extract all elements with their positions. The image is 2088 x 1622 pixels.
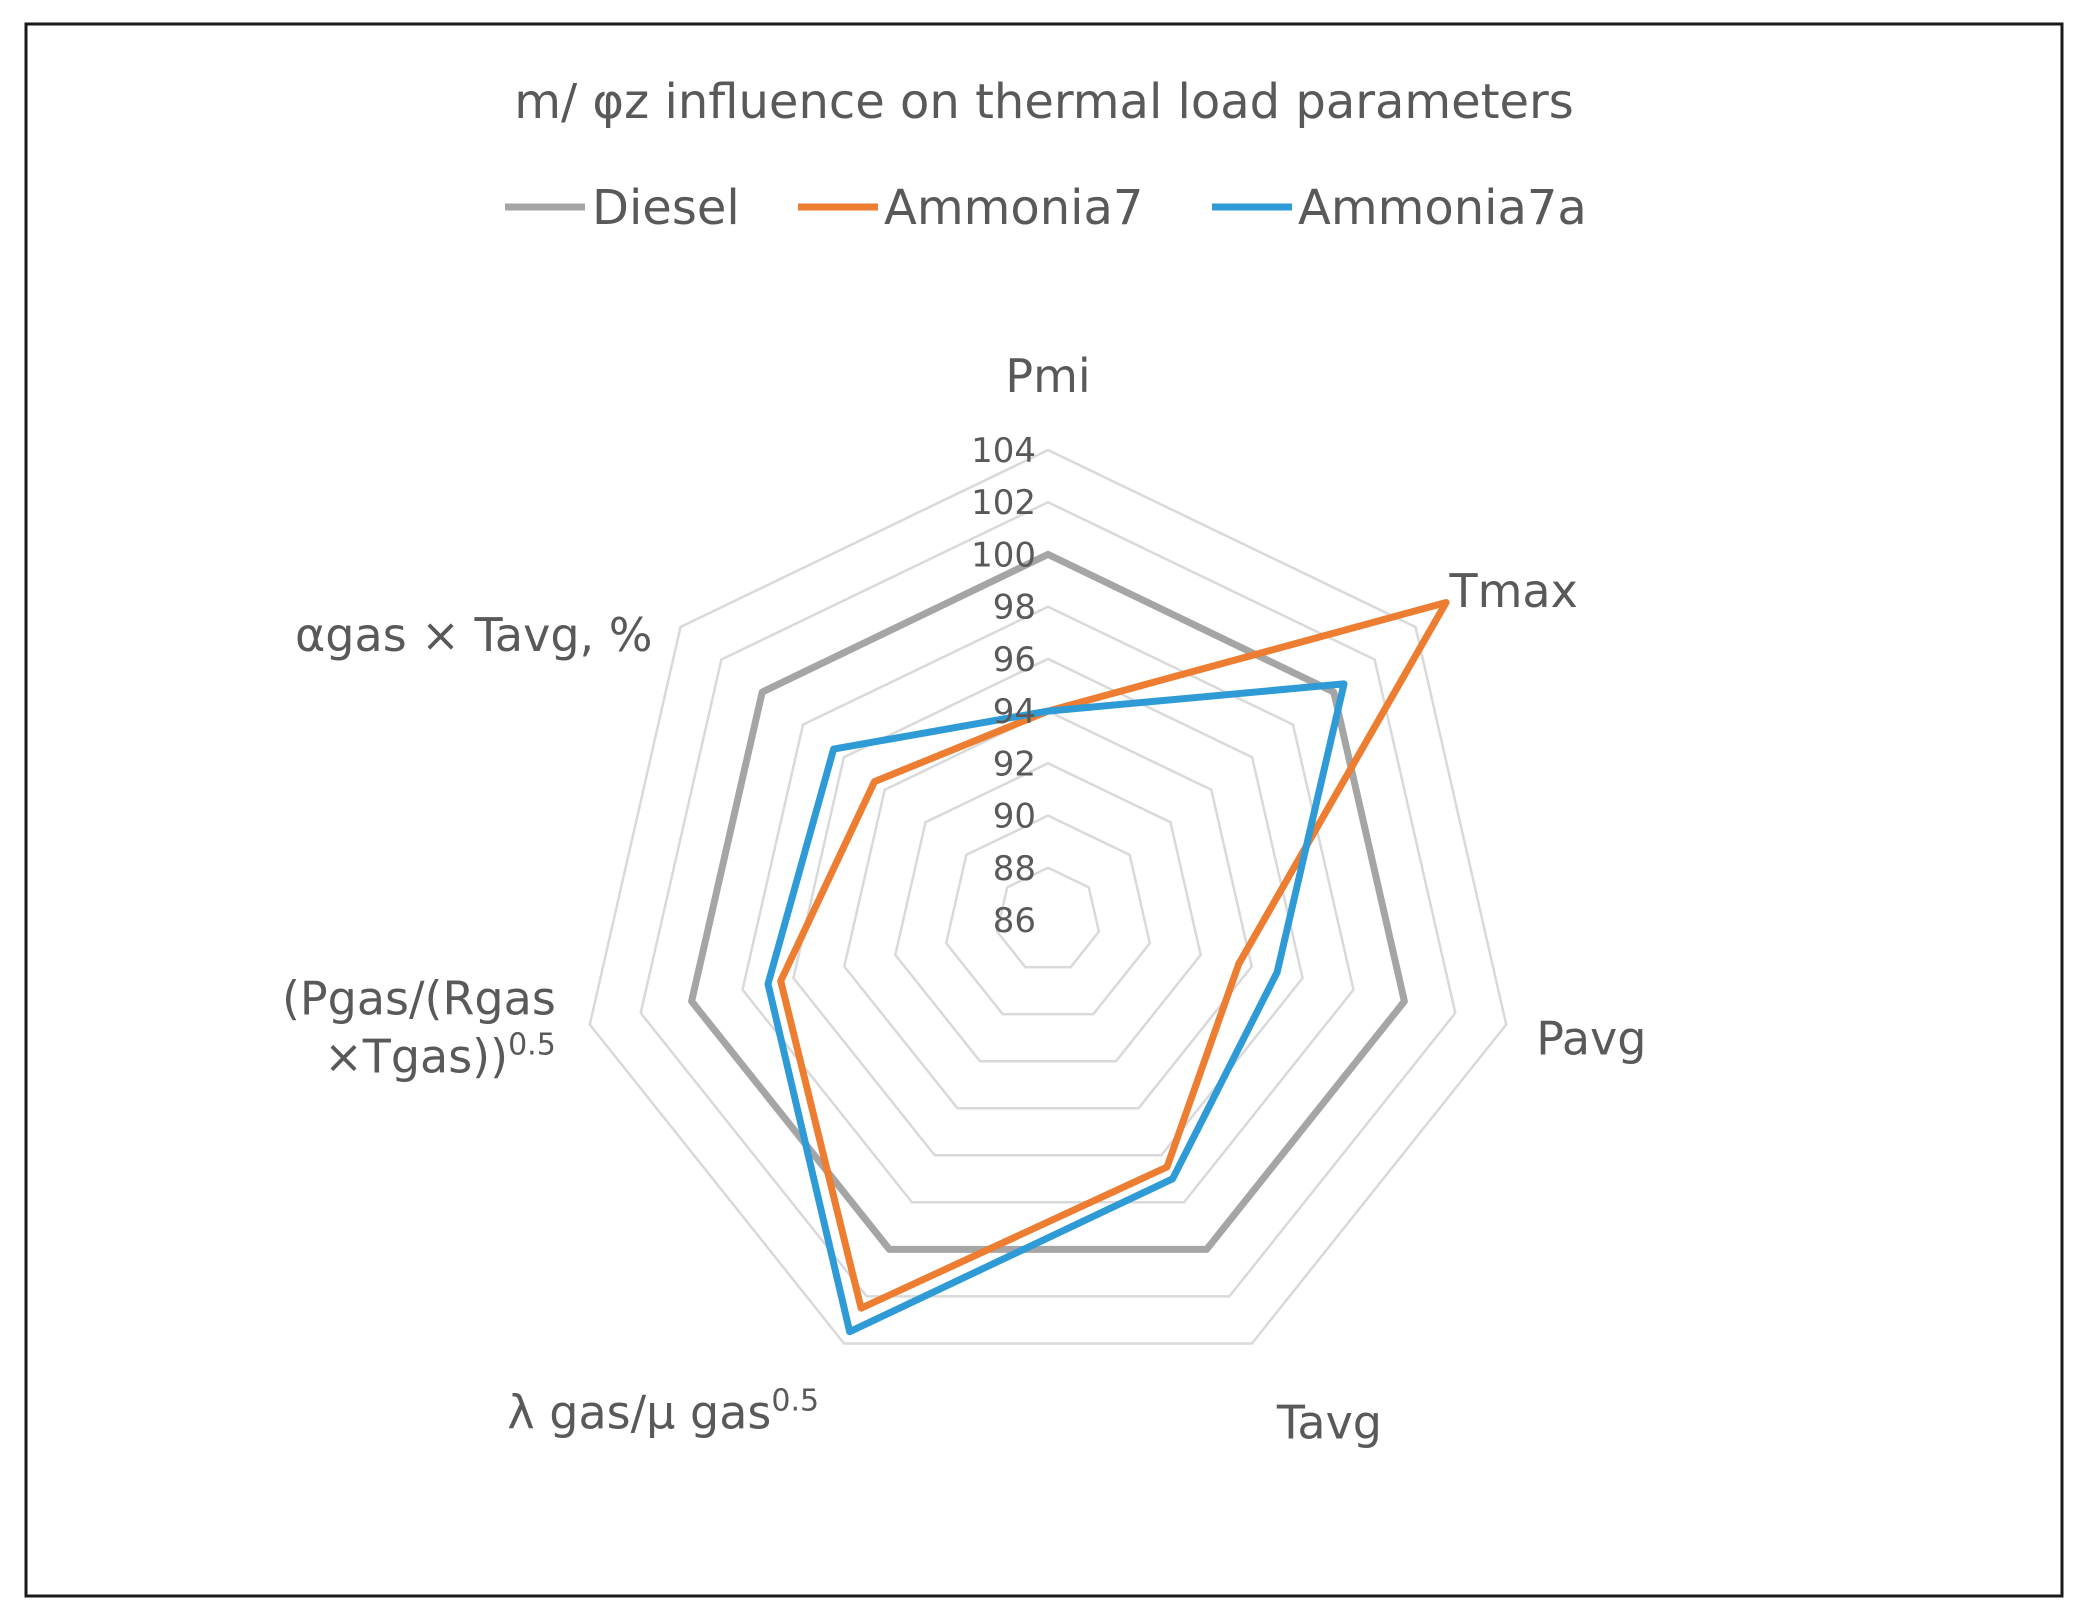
axis-label-1: Tmax [1449,564,1578,618]
grid-ring-5 [792,657,1304,1157]
tick-label: 98 [993,588,1036,628]
axis-labels: Pmi Tmax Pavg Tavg λ gas/μ gas0.5 (Pgas/(Rgas… [282,349,1647,1450]
series-ammonia7[interactable] [777,599,1450,1312]
chart-frame [24,22,2064,1598]
grid-ring-9 [588,448,1508,1345]
tick-label: 100 [971,535,1036,575]
series-layer [688,550,1450,1336]
axis-label-2: Pavg [1536,1012,1646,1066]
tick-label: 104 [971,431,1036,471]
axis-label-6: αgas × Tavg, % [295,608,653,662]
legend-item-ammonia7[interactable]: Ammonia7 [798,180,1143,236]
tick-label: 96 [993,640,1036,680]
tick-label: 86 [993,901,1036,941]
axis-label-5: (Pgas/(Rgas ×Tgas))0.5 [282,972,556,1084]
series-diesel[interactable] [688,550,1408,1253]
chart-title: m/ φz influence on thermal load paramete… [514,74,1574,130]
legend-item-diesel[interactable]: Diesel [505,180,740,236]
legend-label-diesel: Diesel [592,180,740,236]
grid-ring-3 [893,761,1203,1063]
legend: Diesel Ammonia7 Ammonia7a [505,180,1587,236]
tick-label: 90 [993,797,1036,837]
legend-item-ammonia7a[interactable]: Ammonia7a [1212,180,1587,236]
grid-ring-2 [944,814,1152,1016]
tick-label: 94 [993,692,1036,732]
legend-label-ammonia7: Ammonia7 [884,180,1143,236]
legend-label-ammonia7a: Ammonia7a [1298,180,1587,236]
axis-label-4: λ gas/μ gas0.5 [507,1384,819,1440]
axis-label-3: Tavg [1276,1396,1382,1450]
tick-label: 92 [993,744,1036,784]
tick-label: 88 [993,849,1036,889]
grid-ring-1 [995,866,1101,969]
axis-label-0: Pmi [1005,349,1090,403]
grid-ring-8 [639,500,1457,1298]
series-ammonia7a[interactable] [764,680,1348,1336]
tick-labels: 86 88 90 92 94 96 98 100 102 104 [971,431,1036,941]
grid-ring-4 [842,709,1254,1110]
grid-ring-6 [741,605,1355,1204]
tick-label: 102 [971,483,1036,523]
